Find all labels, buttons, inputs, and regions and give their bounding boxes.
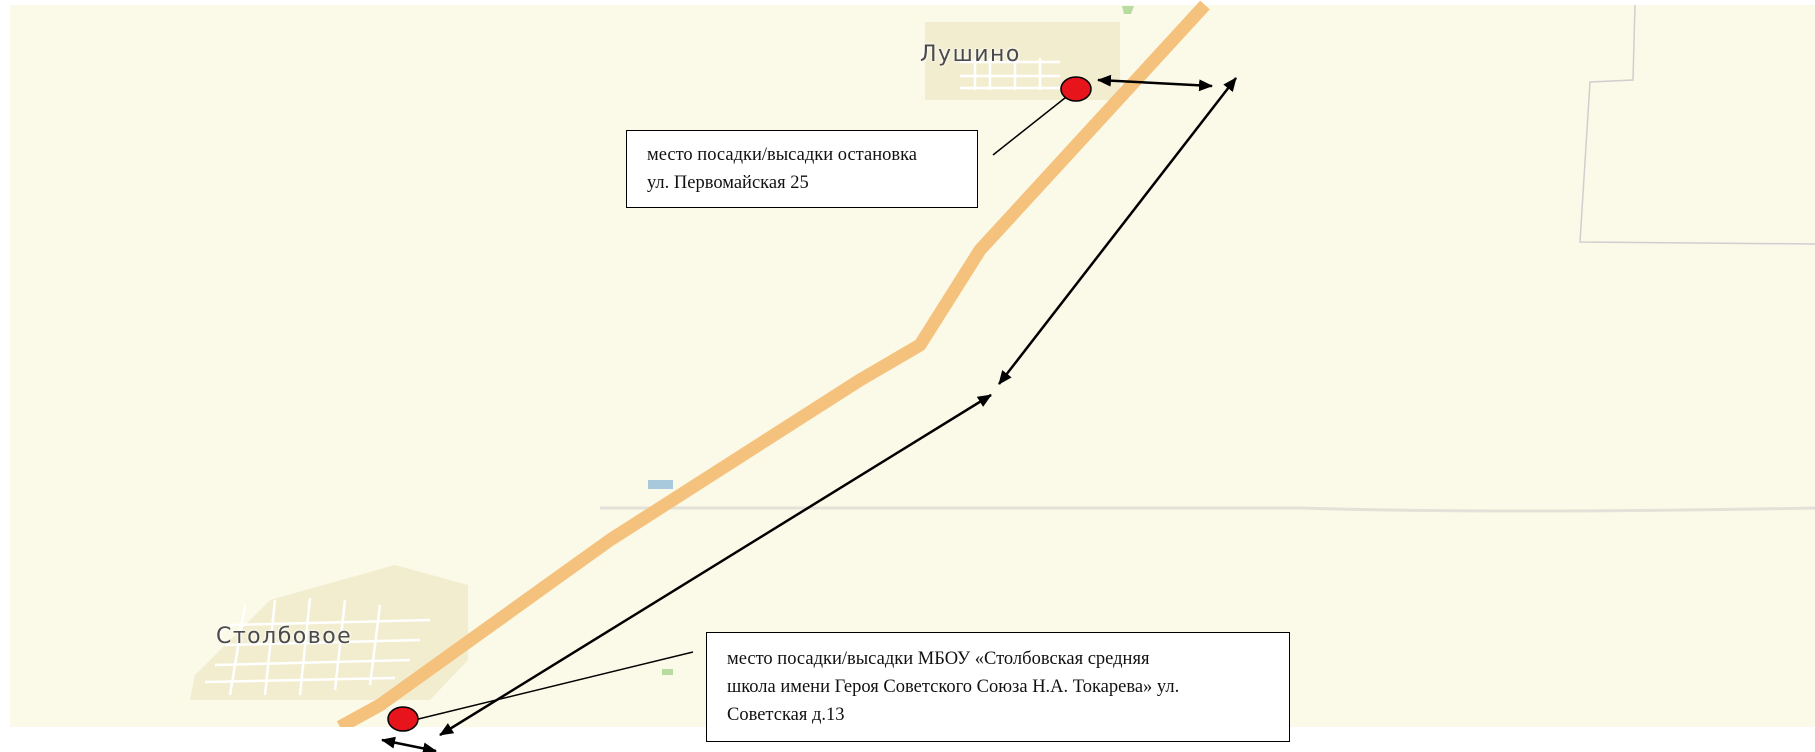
callout-bottom-line-3: Советская д.13 — [727, 705, 845, 725]
callout-top-line-1: место посадки/высадки остановка — [647, 145, 917, 165]
callout-bottom-line-2: школа имени Героя Советского Союза Н.А. … — [727, 677, 1180, 697]
stop-marker-stolbovoe — [387, 706, 419, 732]
field-track — [600, 506, 1815, 513]
callout-top-stop: место посадки/высадки остановка ул. Перв… — [626, 130, 978, 208]
main-road — [336, 0, 1210, 733]
distance-arrow-upper-segment — [998, 77, 1237, 385]
distance-arrow-stolbovoe-short — [381, 736, 437, 752]
stolbovoe-settlement-area — [190, 565, 468, 700]
green-patch — [662, 669, 673, 675]
pond — [648, 480, 673, 489]
place-label-lushino: Лушино — [920, 42, 1021, 67]
stop-marker-lushino — [1060, 76, 1092, 102]
distance-arrow-lower-segment — [439, 393, 992, 737]
callout-bottom-line-1: место посадки/высадки МБОУ «Столбовская … — [727, 649, 1150, 669]
boundary-line — [1579, 4, 1815, 245]
callout-bottom-school: место посадки/высадки МБОУ «Столбовская … — [706, 632, 1290, 742]
callout-top-line-2: ул. Первомайская 25 — [647, 173, 809, 193]
place-label-stolbovoe: Столбовое — [216, 624, 353, 649]
